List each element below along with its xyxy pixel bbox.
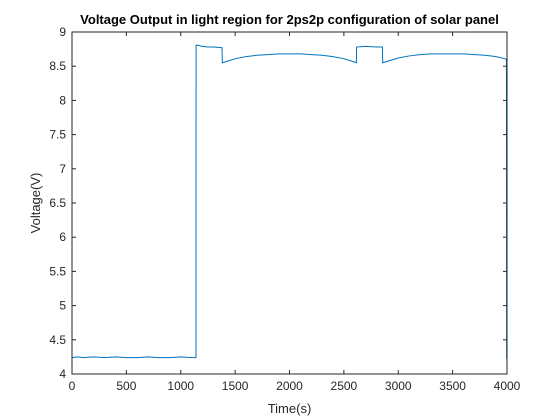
y-tick-label: 9 bbox=[59, 25, 66, 39]
x-tick-label: 3500 bbox=[439, 379, 466, 393]
x-tick-label: 4000 bbox=[494, 379, 521, 393]
voltage-series-line bbox=[71, 44, 508, 359]
y-tick-label: 6 bbox=[59, 230, 66, 244]
y-tick-label: 7 bbox=[59, 162, 66, 176]
x-axis-label: Time(s) bbox=[268, 401, 312, 416]
x-tick-label: 1500 bbox=[222, 379, 249, 393]
x-tick-label: 3000 bbox=[385, 379, 412, 393]
y-tick-label: 8.5 bbox=[49, 59, 66, 73]
y-tick-label: 7.5 bbox=[49, 128, 66, 142]
y-tick-label: 5.5 bbox=[49, 264, 66, 278]
y-axis-ticks: 4 4.5 5 5.5 6 6.5 7 7.5 8 8.5 9 bbox=[49, 25, 507, 381]
y-tick-label: 5 bbox=[59, 299, 66, 313]
plot-area bbox=[72, 32, 507, 374]
x-tick-label: 0 bbox=[69, 379, 76, 393]
x-tick-label: 1000 bbox=[167, 379, 194, 393]
x-tick-label: 500 bbox=[116, 379, 136, 393]
chart-title: Voltage Output in light region for 2ps2p… bbox=[80, 12, 499, 27]
x-tick-label: 2000 bbox=[276, 379, 303, 393]
axes-box bbox=[71, 31, 508, 375]
y-tick-label: 6.5 bbox=[49, 196, 66, 210]
x-tick-label: 2500 bbox=[331, 379, 358, 393]
y-tick-label: 4.5 bbox=[49, 333, 66, 347]
x-axis-ticks: 0 500 1000 1500 2000 2500 3000 3500 4000 bbox=[69, 32, 521, 393]
y-tick-label: 4 bbox=[59, 367, 66, 381]
y-tick-label: 8 bbox=[59, 93, 66, 107]
y-axis-label: Voltage(V) bbox=[28, 173, 43, 234]
